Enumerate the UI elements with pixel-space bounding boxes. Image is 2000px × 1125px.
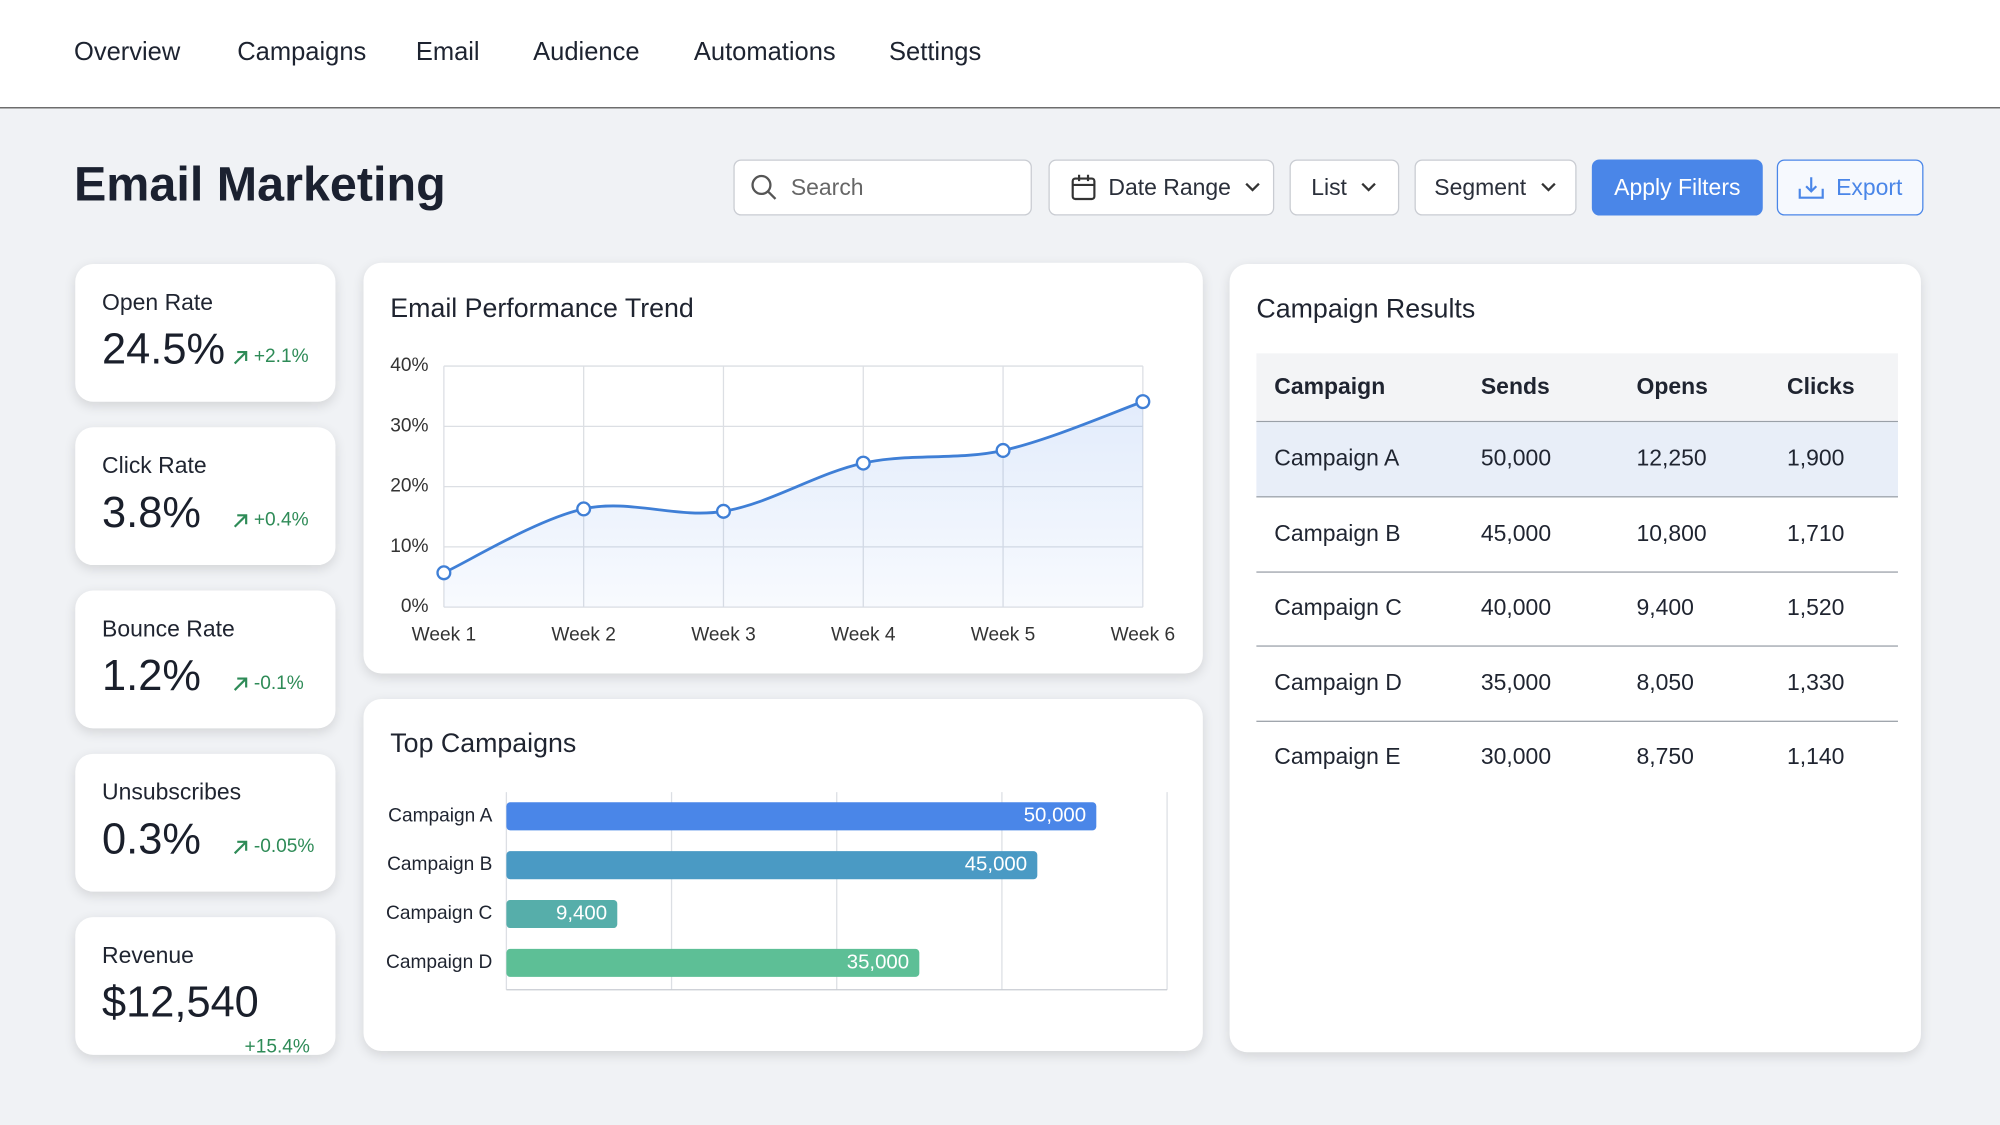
- kpi-change: -0.1%: [231, 672, 304, 694]
- column-header: Sends: [1480, 373, 1550, 400]
- table-cell: 1,900: [1786, 445, 1845, 471]
- kpi-change-value: +0.4%: [253, 508, 309, 531]
- kpi-label: Revenue: [102, 942, 194, 969]
- segment-button[interactable]: Segment: [1414, 159, 1577, 216]
- nav-item[interactable]: Automations: [693, 38, 836, 67]
- kpi-value: 1.2%: [102, 651, 201, 701]
- kpi-change-value: -0.05%: [253, 835, 315, 858]
- kpi-change-value: +15.4%: [244, 1035, 310, 1058]
- button-label: Apply Filters: [1614, 174, 1741, 200]
- table-cell: Campaign B: [1274, 519, 1401, 546]
- kpi-value: 0.3%: [102, 815, 201, 864]
- kpi-card: Revenue $12,540 +15.4%: [75, 917, 336, 1058]
- search-icon: [751, 174, 777, 200]
- table-cell: 9,400: [1636, 594, 1694, 620]
- kpi-label: Click Rate: [102, 452, 207, 479]
- table-cell: 8,050: [1636, 669, 1694, 695]
- column-header: Campaign: [1274, 373, 1386, 400]
- chevron: [1361, 182, 1376, 192]
- trend-arrow: [233, 350, 248, 364]
- table-row[interactable]: [1256, 571, 1898, 647]
- search-box[interactable]: Search: [733, 159, 1032, 216]
- table-header-bg: [1256, 353, 1898, 423]
- kpi-value: $12,540: [102, 978, 259, 1027]
- kpi-card: Unsubscribes 0.3% -0.05%: [75, 753, 336, 892]
- column-header: Clicks: [1786, 373, 1855, 400]
- filter-label: Segment: [1434, 174, 1527, 200]
- bar-chart-card: [363, 698, 1203, 1052]
- kpi-change: +2.1%: [231, 345, 309, 368]
- page-title: Email Marketing: [73, 158, 446, 212]
- table-cell: Campaign E: [1274, 743, 1401, 770]
- table-row[interactable]: [1256, 646, 1898, 722]
- kpi-value: 3.8%: [102, 488, 201, 537]
- filter-label: Date Range: [1108, 174, 1231, 200]
- table-title: Campaign Results: [1256, 294, 1476, 324]
- table-cell: 1,710: [1786, 519, 1845, 546]
- chevron: [1245, 182, 1260, 192]
- kpi-change-value: -0.1%: [253, 672, 304, 694]
- table-cell: Campaign C: [1274, 594, 1402, 620]
- apply-filters-button[interactable]: Apply Filters: [1591, 159, 1763, 216]
- kpi-label: Unsubscribes: [102, 779, 242, 805]
- export-button[interactable]: Export: [1776, 159, 1924, 216]
- nav-item[interactable]: Overview: [73, 38, 181, 67]
- trend-arrow: [233, 513, 248, 527]
- calendar-icon: [1071, 174, 1096, 201]
- top-nav: Overview Campaigns Email Audience Automation…: [0, 0, 2000, 109]
- kpi-change: +15.4%: [245, 1036, 310, 1058]
- kpi-label: Bounce Rate: [102, 616, 235, 642]
- kpi-change-value: +2.1%: [253, 345, 309, 368]
- table-cell: 1,520: [1786, 594, 1845, 620]
- kpi-card: Bounce Rate 1.2% -0.1%: [75, 590, 336, 729]
- table-cell: 1,330: [1786, 669, 1845, 695]
- kpi-change: -0.05%: [231, 835, 315, 858]
- table-cell: 50,000: [1480, 445, 1552, 471]
- download-icon: [1799, 177, 1825, 199]
- date-range-button[interactable]: Date Range: [1048, 159, 1275, 216]
- trend-arrow: [233, 676, 248, 691]
- nav-item[interactable]: Settings: [889, 38, 982, 67]
- chevron: [1540, 182, 1556, 192]
- kpi-card: Click Rate 3.8% +0.4%: [75, 427, 336, 566]
- nav-item[interactable]: Campaigns: [237, 38, 367, 67]
- kpi-label: Open Rate: [102, 289, 214, 316]
- table-cell: 30,000: [1480, 743, 1552, 770]
- nav-item[interactable]: Email: [415, 38, 480, 67]
- table-cell: 45,000: [1480, 519, 1552, 546]
- table-cell: 8,750: [1636, 743, 1694, 770]
- table-row[interactable]: [1256, 422, 1898, 498]
- line-chart-card: [363, 262, 1203, 674]
- filter-label: List: [1311, 174, 1347, 200]
- table-card: Campaign Results Campaign Sends Opens Click…: [1229, 264, 1921, 1053]
- trend-arrow: [233, 840, 248, 854]
- table-cell: 35,000: [1480, 669, 1552, 695]
- table-row[interactable]: [1256, 497, 1898, 573]
- table-cell: 1,140: [1786, 743, 1845, 770]
- kpi-card: Open Rate 24.5% +2.1%: [75, 264, 336, 402]
- table-cell: 40,000: [1480, 594, 1552, 620]
- table-cell: 12,250: [1636, 445, 1707, 471]
- table-cell: 10,800: [1636, 519, 1707, 546]
- nav-item[interactable]: Audience: [533, 38, 640, 67]
- column-header: Opens: [1636, 373, 1708, 400]
- kpi-change: +0.4%: [231, 509, 309, 531]
- button-label: Export: [1836, 174, 1903, 200]
- table-cell: Campaign D: [1274, 669, 1402, 695]
- table-cell: Campaign A: [1274, 445, 1400, 471]
- list-button[interactable]: List: [1289, 159, 1400, 216]
- kpi-value: 24.5%: [102, 325, 226, 374]
- search-placeholder: Search: [790, 174, 864, 200]
